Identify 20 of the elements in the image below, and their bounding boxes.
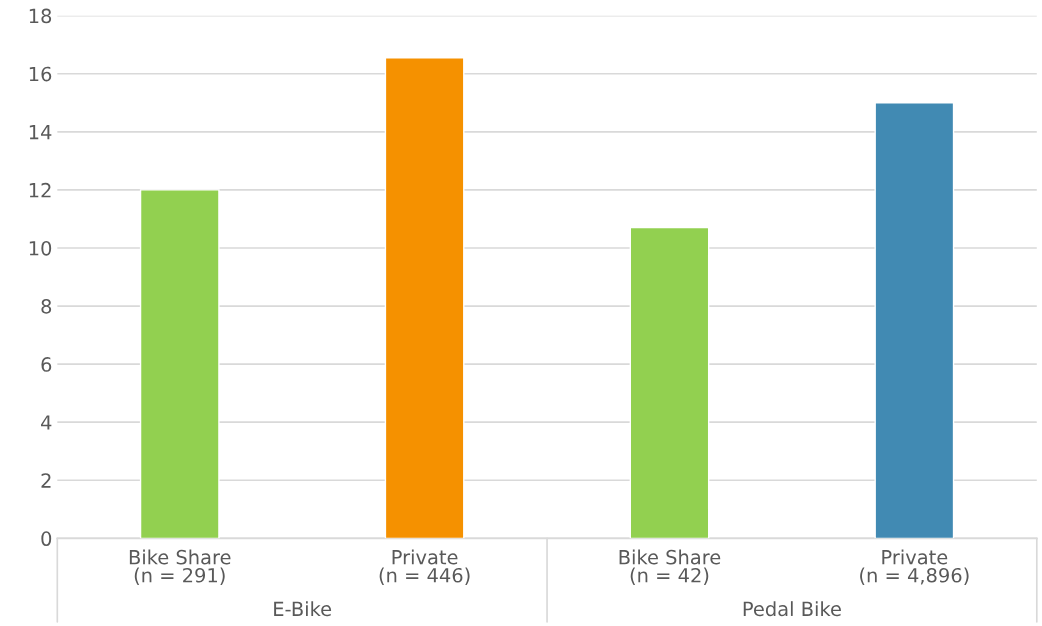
y-tick-label: 6 <box>41 357 52 372</box>
x-tick-label: Bike Share (n = 291) <box>129 549 231 585</box>
x-tick-label: Bike Share (n = 42) <box>619 549 721 585</box>
y-tick-label: 12 <box>29 182 51 198</box>
bar <box>874 102 955 539</box>
bar <box>384 57 465 539</box>
y-tick-label: 4 <box>41 415 52 430</box>
y-tick-label: 16 <box>29 66 52 82</box>
y-tick-label: 14 <box>29 125 52 140</box>
y-tick-label: 2 <box>41 473 51 488</box>
x-tick-label: Private (n = 446) <box>379 549 470 585</box>
y-tick-label: 0 <box>41 531 52 547</box>
x-tick-label: Private (n = 4,896) <box>860 549 969 585</box>
text: E-Bike <box>274 601 332 617</box>
text: Pedal Bike <box>743 601 841 617</box>
y-tick-label: 8 <box>41 299 52 314</box>
bar <box>139 189 220 539</box>
y-tick-label: 18 <box>29 8 52 24</box>
bar <box>629 226 710 539</box>
y-tick-label: 10 <box>29 240 52 256</box>
